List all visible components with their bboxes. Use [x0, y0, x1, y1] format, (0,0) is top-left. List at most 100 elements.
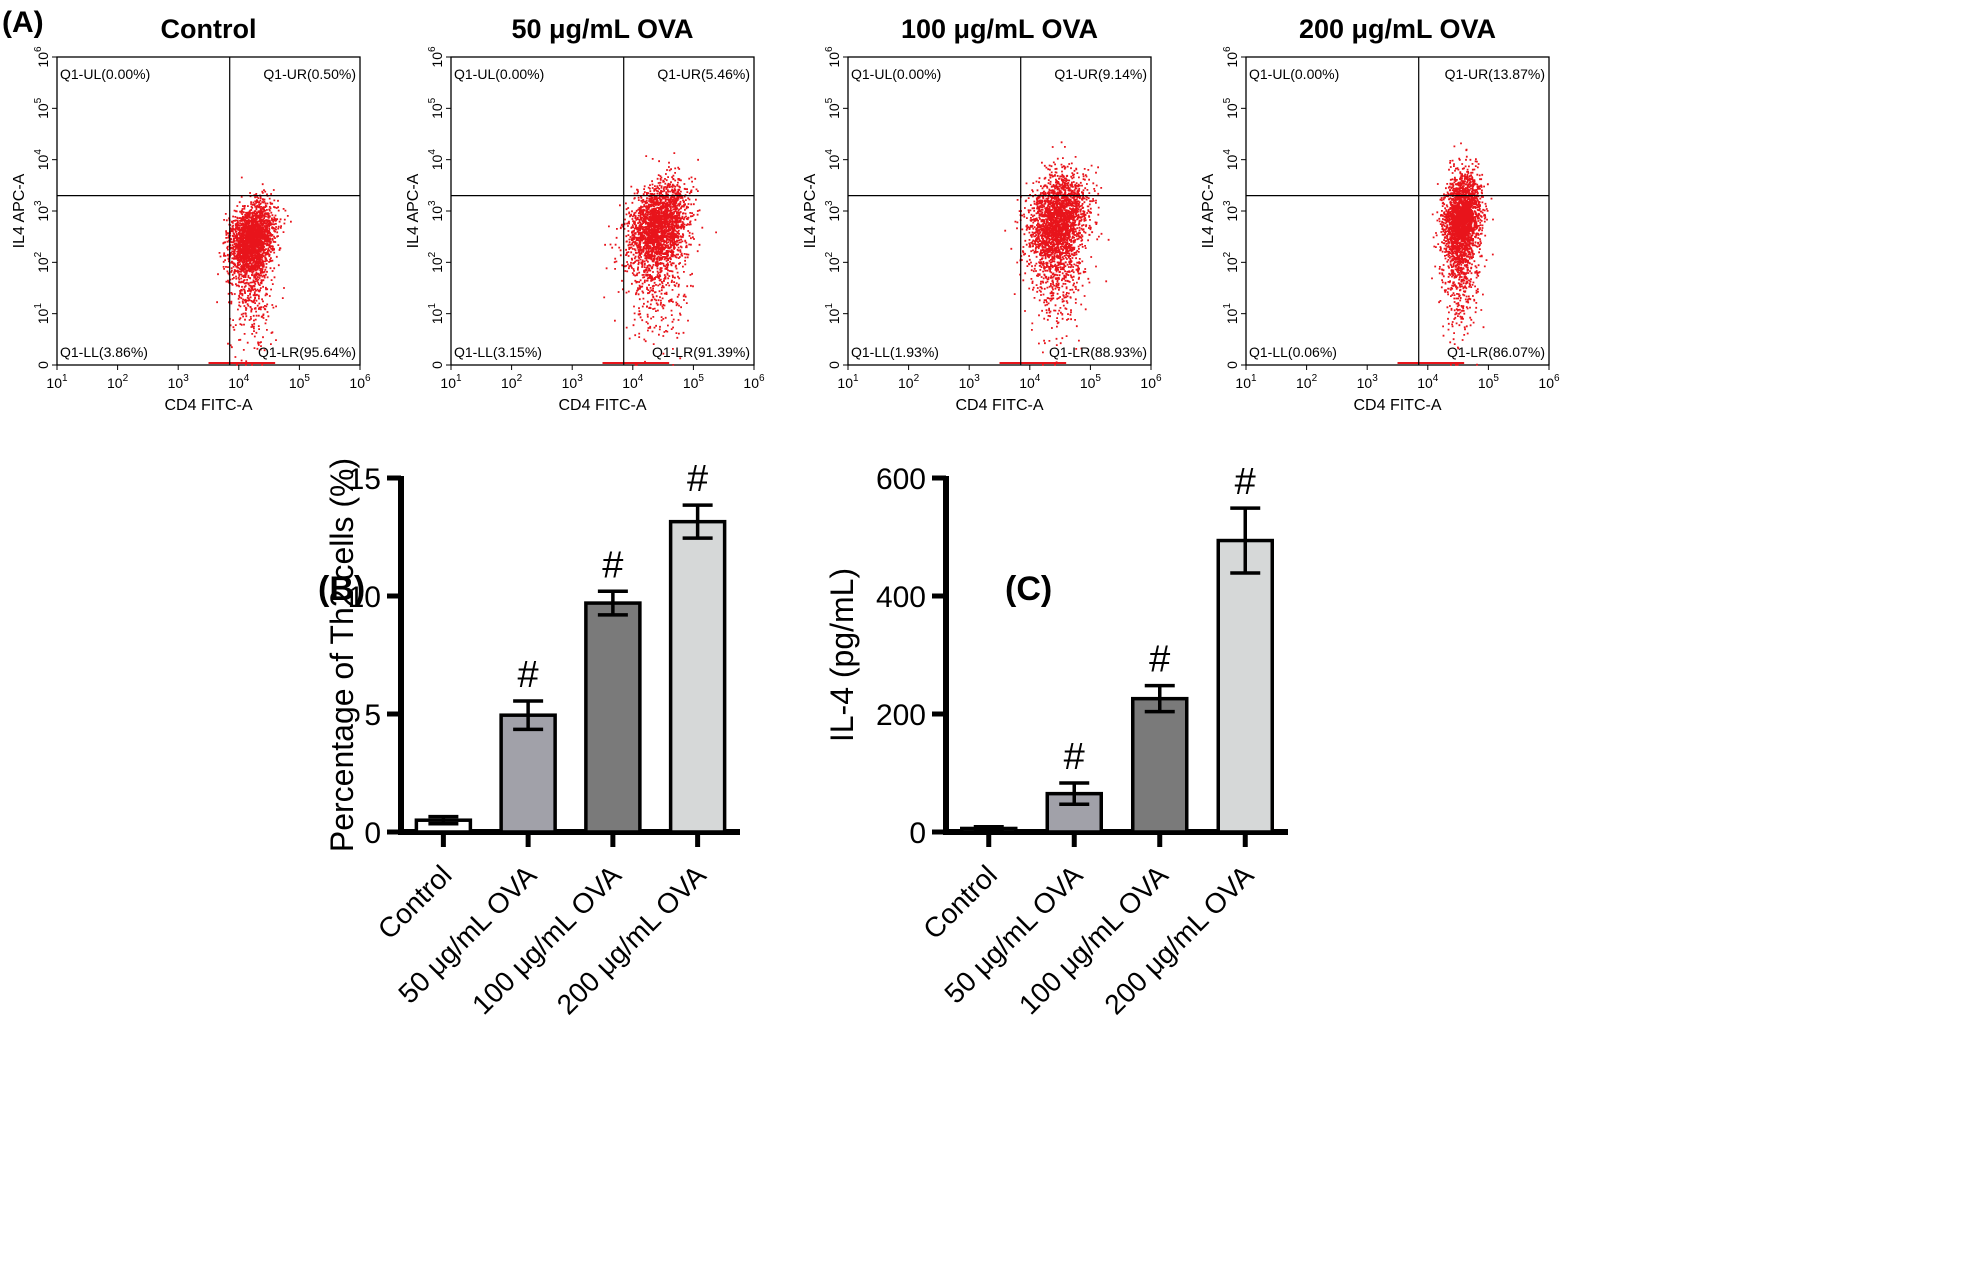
x-tick-exp: 2: [517, 373, 523, 384]
x-tick-base: 10: [1478, 375, 1494, 391]
quadrant-lr-label: Q1-LR(95.64%): [258, 344, 356, 360]
y-tick-exp: 6: [427, 46, 438, 52]
y-tick-exp: 6: [33, 46, 44, 52]
x-tick-label: 104: [228, 373, 250, 391]
category-label: 100 μg/mL OVA: [1013, 859, 1174, 1020]
x-tick-exp: 4: [1433, 373, 1439, 384]
y-tick-label: 102: [824, 251, 842, 273]
y-tick-base: 10: [826, 154, 842, 170]
x-tick-base: 10: [898, 375, 914, 391]
y-tick-base: 10: [1224, 206, 1240, 222]
x-tick-exp: 6: [1156, 373, 1162, 384]
y-tick-base: 10: [429, 52, 445, 68]
dot-plot-2: 50 μg/mL OVA Q1-UL(0.00%) Q1-UR(5.46%) Q1-L…: [405, 14, 765, 414]
significance-mark: #: [602, 544, 623, 586]
y-tick-label: 103: [33, 200, 51, 222]
y-tick-base: 10: [1224, 154, 1240, 170]
y-tick-exp: 4: [427, 149, 438, 155]
x-tick-exp: 3: [183, 373, 189, 384]
x-tick-exp: 3: [577, 373, 583, 384]
y-axis-label: IL4 APC-A: [1200, 173, 1217, 248]
x-tick-base: 10: [1019, 375, 1035, 391]
x-axis-label: CD4 FITC-A: [956, 397, 1044, 414]
x-tick-exp: 2: [123, 373, 129, 384]
category-label: 200 μg/mL OVA: [1099, 859, 1260, 1020]
plot-frame: [450, 56, 755, 366]
y-tick-label: 102: [1222, 251, 1240, 273]
y-tick-base: 10: [429, 257, 445, 273]
x-tick-label: 103: [1357, 373, 1379, 391]
flow-cytometry-panel: Control Q1-UL(0.00%) Q1-UR(0.50%) Q1-LL(3.8…: [11, 14, 1560, 414]
x-tick-base: 10: [1140, 375, 1156, 391]
y-tick-exp: 2: [33, 251, 44, 257]
y-tick-label: 104: [1222, 149, 1240, 171]
y-tick-exp: 1: [824, 303, 835, 309]
x-tick-base: 10: [349, 375, 365, 391]
plot-title: Control: [161, 14, 257, 44]
quadrant-lr-label: Q1-LR(91.39%): [652, 344, 750, 360]
y-tick-base: 0: [1224, 361, 1240, 369]
x-axis-label: CD4 FITC-A: [1354, 397, 1442, 414]
x-tick-exp: 2: [1312, 373, 1318, 384]
plot-title: 50 μg/mL OVA: [511, 14, 693, 44]
x-tick-label: 106: [349, 373, 371, 391]
quadrant-lr-label: Q1-LR(88.93%): [1049, 344, 1147, 360]
x-tick-exp: 5: [698, 373, 704, 384]
x-tick-exp: 1: [853, 373, 859, 384]
x-tick-exp: 3: [1372, 373, 1378, 384]
y-tick-label: 102: [33, 251, 51, 273]
x-tick-exp: 4: [638, 373, 644, 384]
quadrant-ur-label: Q1-UR(5.46%): [657, 66, 750, 82]
x-tick-base: 10: [440, 375, 456, 391]
y-tick-label: 105: [1222, 97, 1240, 119]
y-tick-label: 10: [348, 581, 381, 614]
panel-label-b: (B): [318, 570, 365, 608]
y-tick-exp: 5: [1222, 97, 1233, 103]
y-tick-exp: 3: [824, 200, 835, 206]
x-tick-exp: 1: [1251, 373, 1257, 384]
x-tick-base: 10: [1235, 375, 1251, 391]
x-tick-exp: 1: [456, 373, 462, 384]
y-tick-label: 103: [427, 200, 445, 222]
quadrant-ll-label: Q1-LL(3.86%): [60, 344, 148, 360]
quadrant-ur-label: Q1-UR(13.87%): [1445, 66, 1545, 82]
x-tick-base: 10: [1357, 375, 1373, 391]
y-tick-label: 101: [1222, 303, 1240, 325]
y-tick-exp: 3: [427, 200, 438, 206]
y-axis-label: IL4 APC-A: [11, 173, 28, 248]
x-tick-exp: 2: [914, 373, 920, 384]
x-axis-label: CD4 FITC-A: [165, 397, 253, 414]
x-tick-base: 10: [562, 375, 578, 391]
x-tick-label: 102: [1296, 373, 1318, 391]
y-tick-label: 106: [824, 46, 842, 68]
x-tick-label: 101: [440, 373, 462, 391]
y-tick-exp: 4: [824, 149, 835, 155]
x-tick-label: 106: [1538, 373, 1560, 391]
y-tick-base: 0: [429, 361, 445, 369]
x-tick-base: 10: [743, 375, 759, 391]
y-tick-base: 10: [826, 257, 842, 273]
y-axis-label: IL4 APC-A: [405, 173, 422, 248]
y-axis-label: IL4 APC-A: [802, 173, 819, 248]
x-axis-label: CD4 FITC-A: [559, 397, 647, 414]
y-tick-label: 105: [33, 97, 51, 119]
x-tick-base: 10: [1538, 375, 1554, 391]
y-tick-label: 106: [33, 46, 51, 68]
category-label: Control: [917, 859, 1003, 945]
scatter-points: [1004, 141, 1110, 366]
y-tick-exp: 2: [824, 251, 835, 257]
x-tick-label: 102: [107, 373, 129, 391]
category-label: Control: [372, 859, 458, 945]
x-tick-label: 105: [683, 373, 705, 391]
x-tick-label: 103: [959, 373, 981, 391]
y-tick-exp: 4: [33, 149, 44, 155]
dot-plot-1: Control Q1-UL(0.00%) Q1-UR(0.50%) Q1-LL(3.8…: [11, 14, 371, 414]
y-tick-label: 5: [364, 699, 381, 732]
x-tick-label: 105: [1080, 373, 1102, 391]
category-label: 100 μg/mL OVA: [466, 859, 627, 1020]
y-tick-label: 0: [429, 361, 445, 369]
y-axis-label: IL-4 (pg/mL): [824, 568, 860, 742]
x-tick-exp: 4: [1035, 373, 1041, 384]
y-tick-base: 10: [1224, 257, 1240, 273]
y-tick-label: 0: [826, 361, 842, 369]
